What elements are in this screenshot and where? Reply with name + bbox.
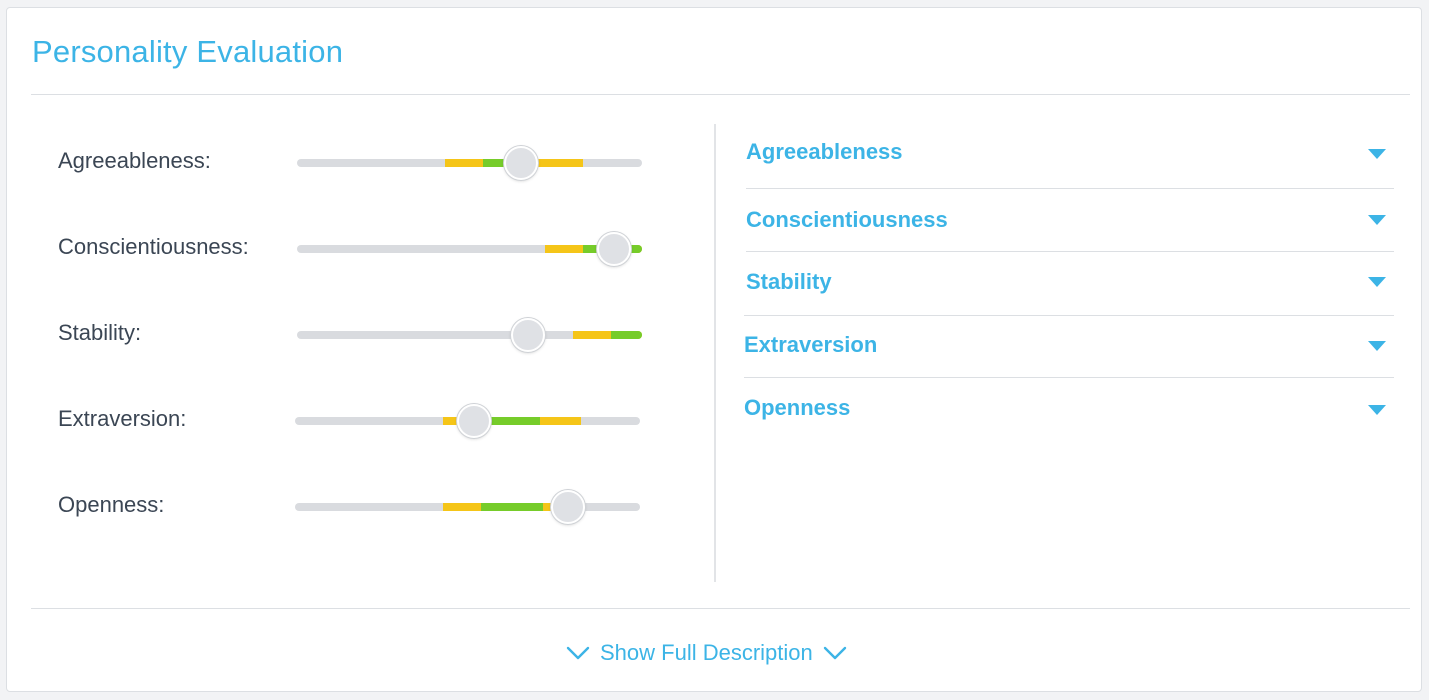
accordion-divider — [746, 188, 1394, 189]
slider-range-green — [474, 417, 540, 425]
slider-track-stability[interactable] — [297, 331, 642, 339]
accordion-divider — [746, 251, 1394, 252]
chevron-down-icon — [566, 646, 590, 660]
panel-title: Personality Evaluation — [32, 34, 344, 69]
slider-thumb-openness[interactable] — [550, 490, 585, 524]
accordion-label: Openness — [744, 395, 851, 420]
column-divider — [714, 124, 716, 582]
accordion-divider — [744, 315, 1394, 316]
trait-label-conscientiousness: Conscientiousness: — [58, 234, 249, 259]
slider-range-green — [610, 331, 642, 339]
accordion-divider — [744, 377, 1394, 378]
accordion-label: Extraversion — [744, 332, 878, 357]
slider-track-openness[interactable] — [295, 503, 640, 511]
accordion-item-openness[interactable]: Openness — [744, 395, 1394, 425]
accordion-label: Agreeableness — [746, 139, 903, 164]
slider-range-green — [481, 503, 544, 511]
slider-track-agreeableness[interactable] — [297, 159, 642, 167]
slider-thumb-agreeableness[interactable] — [504, 146, 539, 180]
show-full-description-button[interactable]: Show Full Description — [566, 636, 847, 670]
slider-thumb-conscientiousness[interactable] — [597, 232, 632, 266]
trait-label-stability: Stability: — [58, 320, 142, 345]
personality-evaluation-panel: Personality Evaluation Agreeableness: Co… — [6, 7, 1422, 692]
caret-down-icon — [1368, 277, 1386, 287]
caret-down-icon — [1368, 405, 1386, 415]
accordion-label: Stability — [746, 269, 832, 294]
slider-thumb-stability[interactable] — [511, 318, 546, 352]
accordion-label: Conscientiousness — [746, 207, 948, 232]
footer-divider — [31, 608, 1410, 609]
accordion-item-stability[interactable]: Stability — [746, 269, 1394, 299]
accordion-item-conscientiousness[interactable]: Conscientiousness — [746, 207, 1394, 237]
accordion-item-extraversion[interactable]: Extraversion — [744, 332, 1394, 362]
slider-range-yellow — [573, 331, 642, 339]
slider-thumb-extraversion[interactable] — [457, 404, 492, 438]
accordion-item-agreeableness[interactable]: Agreeableness — [746, 139, 1394, 169]
slider-track-conscientiousness[interactable] — [297, 245, 642, 253]
trait-label-agreeableness: Agreeableness: — [58, 148, 211, 173]
caret-down-icon — [1368, 215, 1386, 225]
show-full-description-label: Show Full Description — [600, 640, 813, 665]
trait-label-openness: Openness: — [58, 492, 165, 517]
trait-label-extraversion: Extraversion: — [58, 406, 187, 431]
caret-down-icon — [1368, 149, 1386, 159]
header-divider — [31, 94, 1410, 95]
chevron-down-icon — [823, 646, 846, 660]
caret-down-icon — [1368, 341, 1386, 351]
